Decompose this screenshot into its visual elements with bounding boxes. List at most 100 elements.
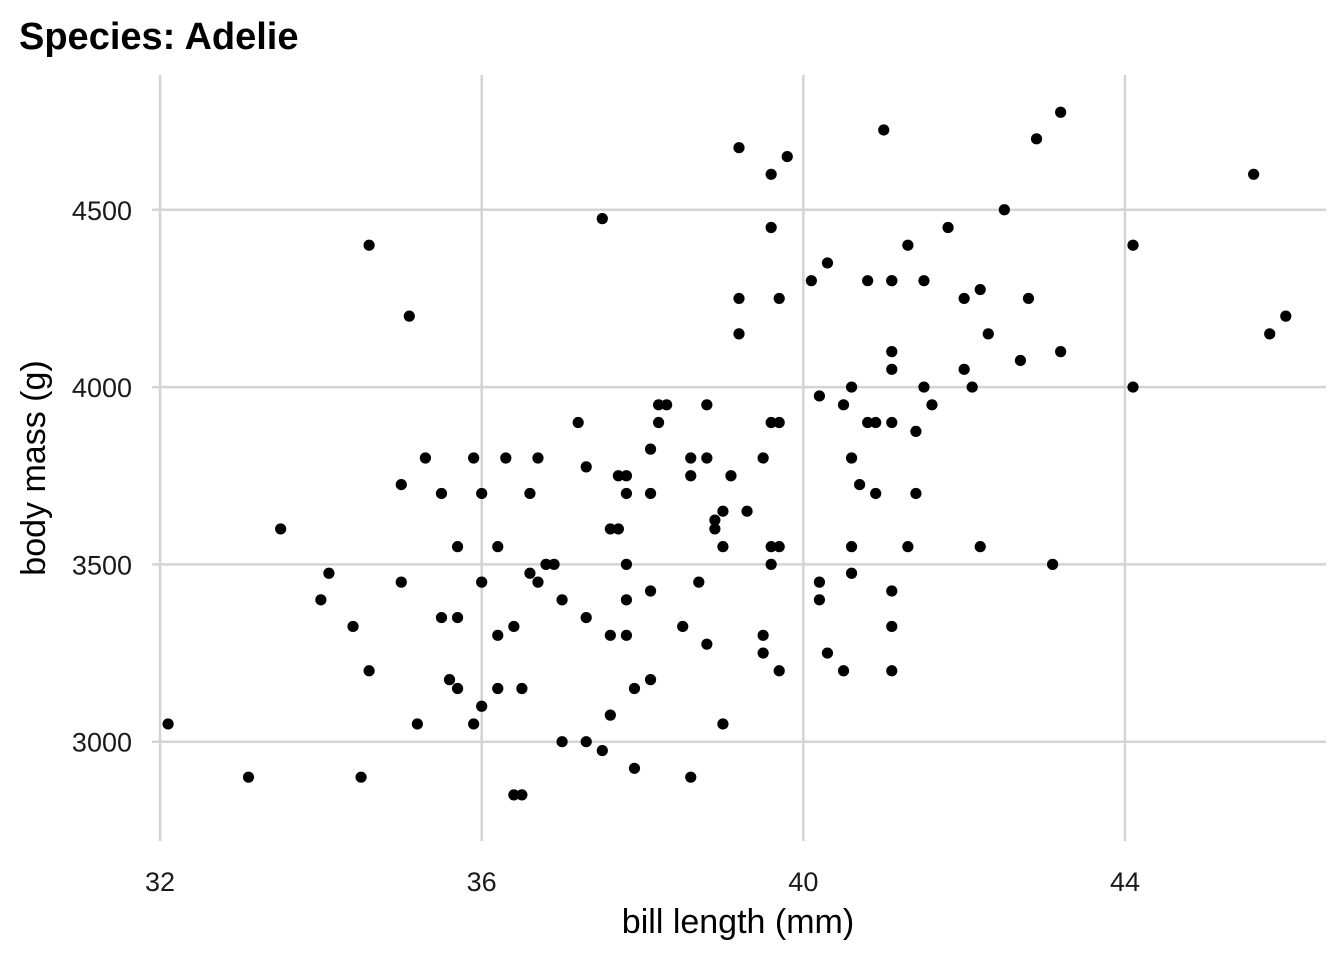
data-point	[363, 665, 375, 677]
data-point	[837, 399, 850, 411]
x-tick-label: 40	[788, 867, 818, 897]
data-point	[516, 789, 528, 801]
x-axis-label: bill length (mm)	[622, 903, 854, 941]
data-point	[733, 292, 745, 305]
data-point	[837, 665, 850, 677]
data-point	[765, 416, 777, 429]
data-point	[419, 452, 431, 464]
data-point	[982, 328, 994, 340]
data-point	[644, 443, 657, 455]
data-point	[443, 674, 456, 686]
data-point	[1127, 381, 1139, 393]
data-point	[805, 275, 817, 287]
tick-labels: 32 36 40 44 3000 3500 4000 4500	[72, 196, 1140, 897]
data-point	[813, 390, 826, 402]
grid	[152, 75, 1326, 841]
data-point	[403, 310, 415, 322]
data-point	[918, 381, 930, 393]
data-point	[1127, 239, 1139, 251]
data-point	[813, 594, 826, 606]
data-point	[1264, 328, 1276, 340]
y-axis-label: body mass (g)	[15, 360, 53, 575]
data-point	[315, 594, 327, 606]
data-point	[862, 275, 874, 287]
data-point	[886, 275, 898, 287]
data-point	[821, 647, 834, 659]
data-point	[620, 558, 633, 570]
data-point	[612, 523, 624, 535]
data-point	[524, 487, 536, 500]
data-point	[411, 718, 423, 730]
data-point	[878, 124, 890, 136]
data-point	[500, 452, 512, 464]
data-point	[451, 682, 464, 695]
data-point	[773, 665, 785, 677]
data-point	[242, 771, 255, 783]
data-point	[347, 620, 359, 633]
data-point	[580, 461, 592, 473]
data-point	[596, 744, 608, 757]
data-point	[620, 594, 633, 606]
data-point	[620, 629, 633, 641]
data-point	[572, 416, 584, 429]
data-point	[757, 647, 769, 659]
data-point	[757, 452, 769, 464]
data-point	[644, 674, 657, 686]
data-point	[644, 487, 657, 500]
data-point	[854, 478, 866, 491]
data-point	[468, 452, 480, 464]
data-point	[604, 709, 616, 721]
data-point	[540, 558, 552, 570]
data-point	[1030, 133, 1043, 145]
data-point	[709, 523, 721, 535]
data-point	[886, 363, 898, 375]
data-point	[886, 346, 898, 358]
data-point	[1047, 558, 1059, 570]
data-point	[757, 629, 769, 641]
data-point	[886, 585, 898, 597]
data-point	[620, 487, 633, 500]
data-point	[620, 470, 633, 482]
data-point	[813, 576, 826, 588]
data-point	[845, 567, 858, 579]
data-point	[628, 762, 641, 774]
data-point	[435, 611, 448, 624]
data-point	[492, 541, 504, 553]
data-point	[717, 718, 729, 730]
data-point	[886, 665, 898, 677]
data-point	[1022, 292, 1035, 305]
data-point	[910, 425, 922, 438]
data-point	[926, 399, 938, 411]
data-point	[323, 567, 335, 579]
data-point	[580, 611, 592, 624]
data-point	[918, 275, 930, 287]
data-point	[765, 558, 777, 570]
data-point	[476, 700, 488, 712]
data-point	[644, 585, 657, 597]
data-point	[733, 142, 745, 154]
data-point	[524, 567, 536, 579]
data-point	[355, 771, 367, 783]
data-point	[910, 487, 922, 500]
data-point	[733, 328, 745, 340]
data-point	[532, 452, 544, 464]
data-point	[492, 629, 504, 641]
data-point	[701, 452, 713, 464]
data-point	[773, 292, 785, 305]
data-point	[275, 523, 287, 535]
data-point	[709, 514, 721, 526]
data-point	[652, 416, 665, 429]
data-point	[1055, 346, 1067, 358]
data-point	[773, 416, 785, 429]
data-point	[556, 594, 568, 606]
data-point	[998, 204, 1010, 216]
data-point	[395, 478, 407, 491]
data-point	[765, 541, 777, 553]
data-point	[845, 541, 858, 553]
data-point	[974, 283, 986, 296]
data-point	[773, 541, 785, 553]
data-point	[845, 381, 858, 393]
data-point	[862, 416, 874, 429]
data-point	[162, 718, 174, 730]
